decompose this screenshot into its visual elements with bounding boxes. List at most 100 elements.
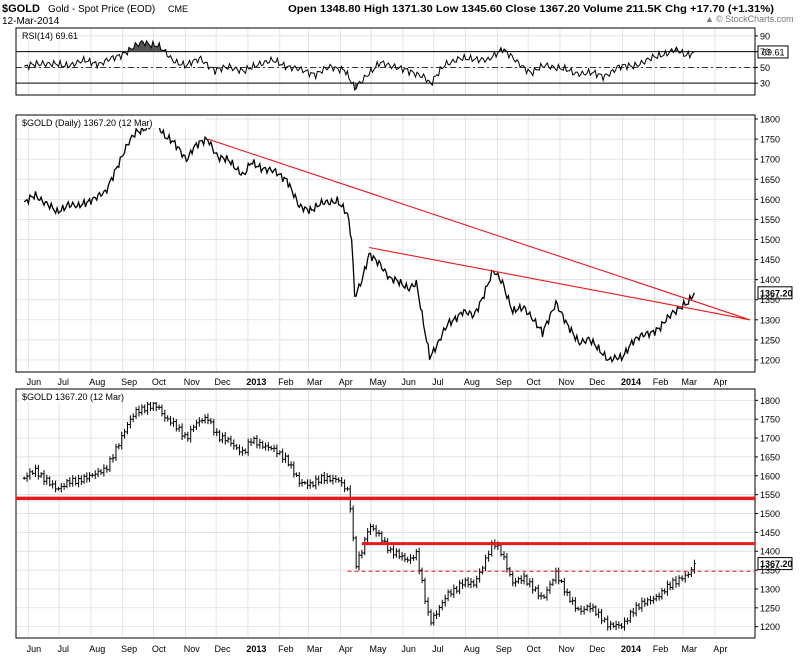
ohlc-bar	[54, 480, 58, 493]
ohlc-bar	[137, 405, 141, 417]
ohlc-bar	[200, 418, 204, 424]
ohlc-bar	[368, 523, 372, 535]
ohlc-bar	[571, 597, 575, 605]
price-bar-title-text: $GOLD 1367.20 (12 Mar)	[22, 392, 124, 402]
xtick-label-middle-6: Dec	[215, 377, 232, 387]
ytick-label-p2-1350: 1350	[760, 566, 780, 576]
price-line-title-text: $GOLD (Daily) 1367.20 (12 Mar)	[22, 118, 153, 128]
ohlc-bar	[266, 442, 270, 452]
ohlc-bar	[533, 586, 537, 592]
xtick-label-middle-21: Mar	[682, 377, 698, 387]
ytick-label-p1-1250: 1250	[760, 335, 780, 345]
ohlc-bar	[238, 444, 242, 456]
ohlc-bar	[637, 602, 641, 611]
ohlc-bar	[657, 592, 661, 601]
ohlc-bar	[223, 431, 227, 445]
ohlc-bar	[246, 438, 250, 456]
ohlc-bar	[340, 477, 344, 487]
ohlc-bar	[522, 572, 526, 585]
ytick-label-p2-1650: 1650	[760, 452, 780, 462]
xtick-label-middle-9: Mar	[307, 377, 323, 387]
ohlc-bar	[212, 418, 216, 436]
ohlc-bar	[420, 567, 424, 584]
ohlc-bar	[460, 579, 464, 589]
ohlc-bar	[446, 589, 450, 602]
ohlc-bar	[269, 445, 273, 451]
ohlc-bar	[56, 486, 60, 491]
ohlc-bar	[331, 474, 335, 485]
ohlc-bar	[654, 594, 658, 602]
ohlc-bar	[146, 400, 150, 415]
ohlc-bar	[96, 467, 100, 478]
ohlc-bar	[88, 472, 92, 482]
ohlc-bar	[409, 554, 413, 564]
xtick-label-middle-10: Apr	[339, 377, 353, 387]
ohlc-bar	[674, 576, 678, 588]
ohlc-bar	[689, 567, 693, 578]
ohlc-bar	[197, 417, 201, 427]
ohlc-bar	[206, 413, 210, 425]
ohlc-bar	[565, 588, 569, 596]
ohlc-bar	[264, 442, 268, 451]
ohlc-bar	[397, 548, 401, 560]
ohlc-bar	[226, 436, 230, 443]
ohlc-bar	[392, 545, 396, 559]
xtick-label-middle-7: 2013	[246, 377, 266, 387]
ytick-label-p0-50: 50	[760, 63, 770, 73]
ohlc-bar	[105, 465, 109, 473]
ohlc-bar	[614, 620, 618, 631]
ohlc-bar	[505, 553, 509, 573]
ytick-label-p2-1500: 1500	[760, 509, 780, 519]
ohlc-bar	[275, 444, 279, 458]
ohlc-bar	[51, 480, 55, 489]
ohlc-bar	[680, 575, 684, 582]
ohlc-bar	[192, 424, 196, 433]
ohlc-bar	[545, 586, 549, 601]
ohlc-bar	[423, 577, 427, 604]
ohlc-bar	[325, 473, 329, 484]
chart-date: 12-Mar-2014	[2, 16, 60, 27]
ohlc-bar	[611, 622, 615, 629]
ytick-label-p1-1350: 1350	[760, 295, 780, 305]
ohlc-bar	[151, 400, 155, 411]
ohlc-bar	[400, 551, 404, 561]
ohlc-bar	[45, 474, 49, 485]
trendline-2	[368, 246, 750, 321]
ohlc-bar	[643, 598, 647, 607]
ohlc-bar	[386, 538, 390, 554]
ohlc-bar	[414, 548, 418, 561]
ohlc-bar	[443, 594, 447, 607]
ohlc-bar	[585, 604, 589, 612]
ohlc-bar	[603, 617, 607, 623]
ohlc-bar	[568, 590, 572, 603]
xtick-label-bottom-12: Jun	[401, 644, 416, 654]
xtick-label-middle-3: Sep	[121, 377, 137, 387]
ohlc-bar	[597, 608, 601, 618]
ohlc-bar	[525, 574, 529, 586]
ohlc-bar	[171, 417, 175, 427]
ohlc-bar	[573, 597, 577, 612]
ohlc-bar	[606, 615, 610, 631]
xtick-label-middle-4: Oct	[152, 377, 167, 387]
ohlc-bar	[478, 568, 482, 583]
ohlc-bar	[634, 602, 638, 617]
xtick-label-middle-15: Sep	[496, 377, 512, 387]
ohlc-bar	[218, 429, 222, 443]
rsi-last-value-label: 69.61	[762, 47, 785, 57]
ohlc-bar	[235, 443, 239, 450]
xtick-label-middle-20: Feb	[653, 377, 669, 387]
ohlc-bar	[166, 415, 170, 422]
xtick-label-bottom-2: Aug	[89, 644, 105, 654]
ohlc-bar	[177, 424, 181, 432]
ohlc-bar	[328, 474, 332, 483]
price-line-panel-frame	[15, 114, 756, 373]
ohlc-bar	[314, 475, 318, 490]
ohlc-bar	[229, 435, 233, 447]
ohlc-bar	[322, 471, 326, 485]
ohlc-bar	[157, 404, 161, 411]
ohlc-bar	[417, 547, 421, 575]
ohlc-bar	[620, 623, 624, 630]
ohlc-bar	[34, 464, 38, 478]
description: Gold - Spot Price (EOD)	[48, 4, 155, 15]
rsi-oversold-fill	[351, 83, 434, 90]
